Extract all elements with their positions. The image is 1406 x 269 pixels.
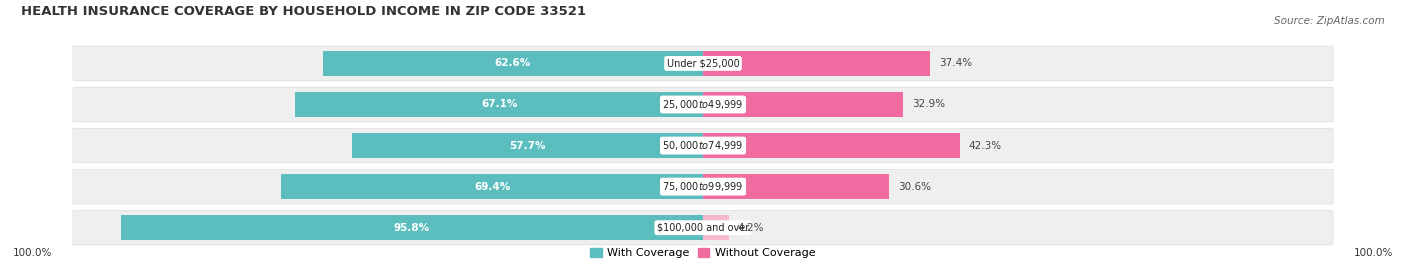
Text: 100.0%: 100.0% — [1354, 248, 1393, 258]
FancyBboxPatch shape — [73, 128, 1333, 163]
Text: $100,000 and over: $100,000 and over — [657, 223, 749, 233]
Bar — [703, 215, 728, 240]
Bar — [295, 92, 703, 117]
Text: 32.9%: 32.9% — [911, 100, 945, 109]
Text: 67.1%: 67.1% — [481, 100, 517, 109]
FancyBboxPatch shape — [73, 87, 1333, 122]
FancyBboxPatch shape — [73, 169, 1333, 204]
Text: $75,000 to $99,999: $75,000 to $99,999 — [662, 180, 744, 193]
Text: 69.4%: 69.4% — [474, 182, 510, 192]
Bar — [703, 92, 903, 117]
Text: 42.3%: 42.3% — [969, 141, 1002, 151]
Text: $50,000 to $74,999: $50,000 to $74,999 — [662, 139, 744, 152]
Text: Under $25,000: Under $25,000 — [666, 58, 740, 68]
Text: 95.8%: 95.8% — [394, 223, 430, 233]
Text: 100.0%: 100.0% — [13, 248, 52, 258]
Bar — [703, 174, 889, 199]
FancyBboxPatch shape — [73, 46, 1333, 81]
Bar — [322, 51, 703, 76]
Text: 37.4%: 37.4% — [939, 58, 972, 68]
Text: 30.6%: 30.6% — [898, 182, 931, 192]
Text: 4.2%: 4.2% — [737, 223, 763, 233]
Bar — [703, 133, 960, 158]
Legend: With Coverage, Without Coverage: With Coverage, Without Coverage — [586, 244, 820, 263]
Bar — [121, 215, 703, 240]
Text: HEALTH INSURANCE COVERAGE BY HOUSEHOLD INCOME IN ZIP CODE 33521: HEALTH INSURANCE COVERAGE BY HOUSEHOLD I… — [21, 5, 586, 18]
Bar — [703, 51, 931, 76]
Text: 57.7%: 57.7% — [509, 141, 546, 151]
Bar — [353, 133, 703, 158]
FancyBboxPatch shape — [73, 210, 1333, 245]
Text: 62.6%: 62.6% — [495, 58, 531, 68]
Bar — [281, 174, 703, 199]
Text: $25,000 to $49,999: $25,000 to $49,999 — [662, 98, 744, 111]
Text: Source: ZipAtlas.com: Source: ZipAtlas.com — [1274, 16, 1385, 26]
